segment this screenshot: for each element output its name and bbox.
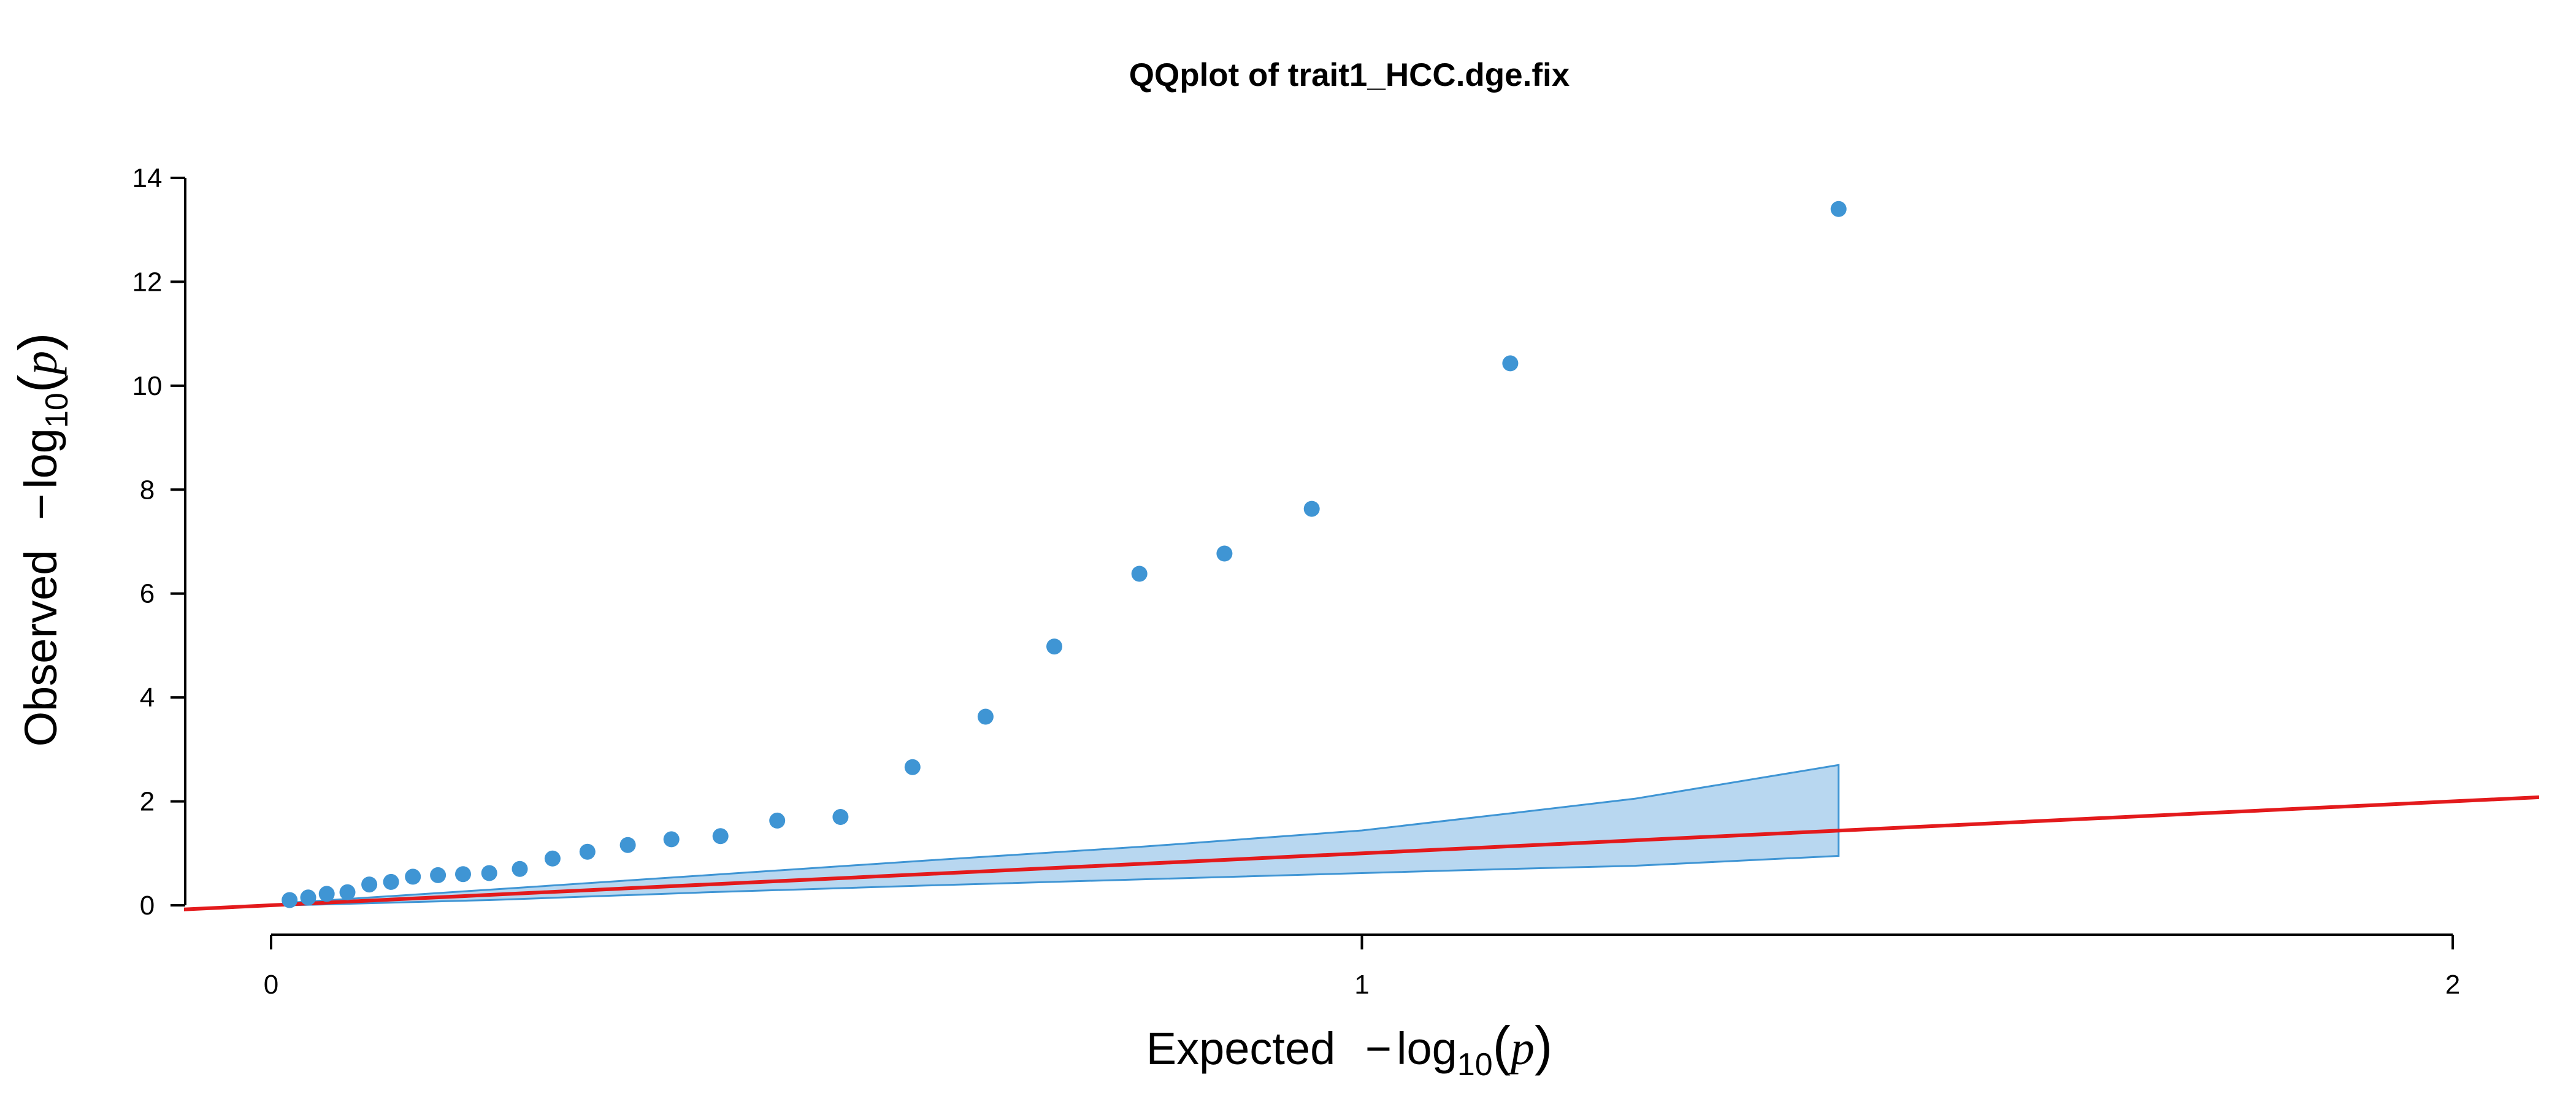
- data-point: [300, 889, 316, 906]
- data-point: [977, 708, 994, 725]
- x-axis-label-log: log: [1397, 1023, 1457, 1074]
- y-tick-label: 14: [132, 163, 163, 193]
- x-tick-label: 1: [1354, 970, 1369, 1000]
- x-axis-label-prefix: Expected: [1146, 1023, 1336, 1074]
- x-axis: 0 1 2: [264, 933, 2460, 1000]
- y-axis: 0 2 4 6 8 10 12 14: [132, 163, 186, 921]
- y-axis-label-log: log: [15, 428, 66, 489]
- x-axis-label-base: 10: [1457, 1047, 1493, 1083]
- chart-title: QQplot of trait1_HCC.dge.fix: [1129, 57, 1570, 93]
- data-point: [430, 867, 447, 883]
- x-axis-label-close-paren: ): [1535, 1015, 1552, 1076]
- y-tick-label: 8: [140, 475, 155, 505]
- data-point: [512, 861, 528, 877]
- confidence-band-layer: [288, 764, 1840, 907]
- y-tick-label: 2: [140, 787, 155, 817]
- data-point: [619, 837, 636, 853]
- data-point: [1046, 638, 1062, 655]
- y-axis-label-close-paren: ): [7, 333, 68, 351]
- data-point: [544, 850, 561, 867]
- y-axis-label: Observed − log10(p): [7, 333, 75, 747]
- data-point: [1216, 545, 1233, 562]
- data-point: [318, 886, 335, 902]
- x-axis-label-var: p: [1508, 1021, 1535, 1075]
- y-axis-label-open-paren: (: [7, 375, 68, 393]
- y-tick-label: 4: [140, 683, 155, 713]
- data-point: [361, 876, 378, 893]
- data-point: [579, 843, 596, 860]
- data-point: [1502, 355, 1519, 372]
- data-point: [712, 828, 729, 845]
- data-point: [282, 892, 298, 908]
- data-point: [383, 873, 399, 890]
- reference-line-layer: [184, 795, 2539, 911]
- y-tick-label: 6: [140, 579, 155, 609]
- y-axis-label-prefix: Observed: [15, 550, 66, 747]
- data-point: [339, 884, 356, 900]
- data-point: [455, 866, 471, 883]
- reference-line: [184, 795, 2539, 911]
- data-point: [769, 812, 786, 829]
- data-point: [904, 759, 921, 775]
- confidence-band: [288, 764, 1840, 907]
- data-point: [832, 809, 849, 825]
- y-tick-label: 0: [140, 891, 155, 921]
- x-axis-label: Expected − log10(p): [1146, 1015, 1553, 1083]
- data-point: [405, 868, 421, 885]
- data-point: [1303, 500, 1320, 517]
- x-tick-label: 0: [264, 970, 278, 1000]
- y-axis-label-base: 10: [39, 393, 75, 428]
- x-axis-label-minus: −: [1365, 1023, 1392, 1074]
- x-axis-label-open-paren: (: [1493, 1015, 1511, 1076]
- data-point: [1131, 565, 1148, 582]
- x-tick-label: 2: [2445, 970, 2460, 1000]
- y-tick-label: 10: [132, 371, 163, 401]
- data-points-layer: [282, 201, 1847, 908]
- y-axis-label-minus: −: [15, 494, 66, 520]
- y-tick-label: 12: [132, 267, 163, 297]
- data-point: [663, 831, 680, 848]
- data-point: [1830, 201, 1847, 217]
- y-axis-label-var: p: [13, 351, 67, 378]
- data-point: [481, 865, 497, 881]
